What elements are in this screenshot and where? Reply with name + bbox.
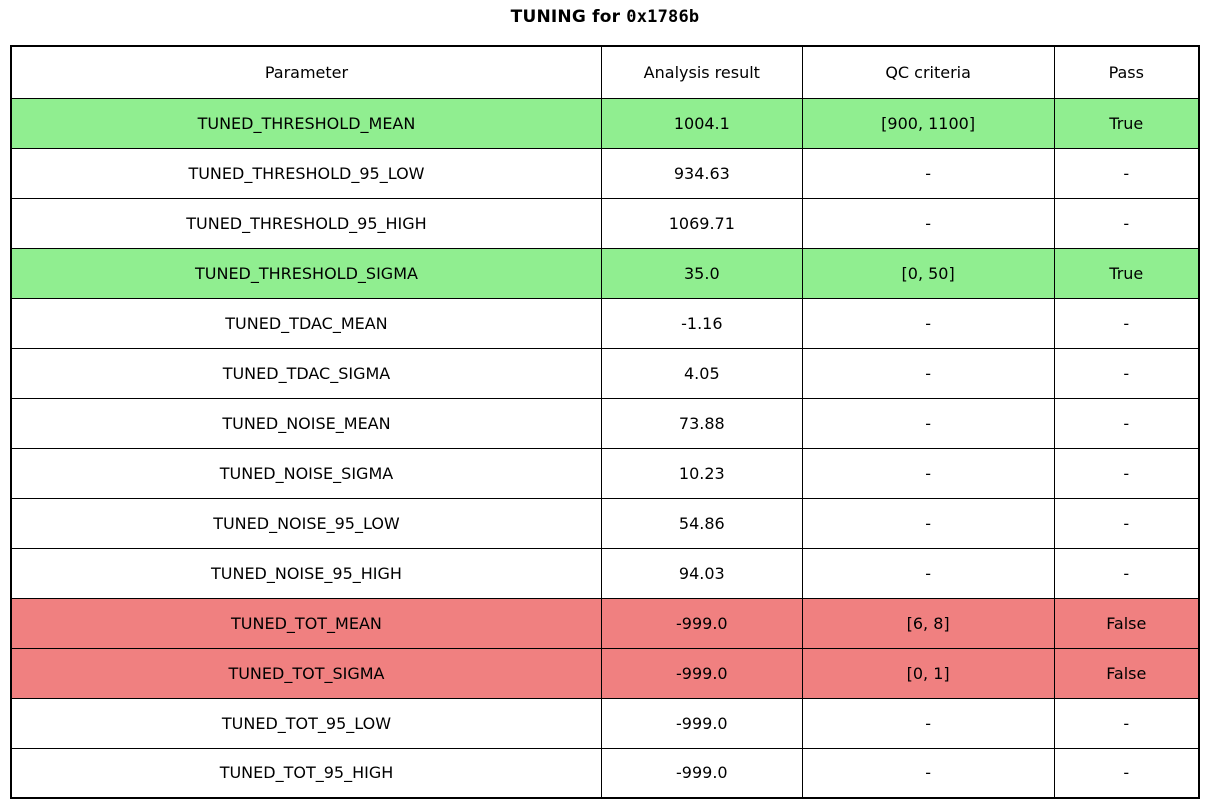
parameter-cell: TUNED_THRESHOLD_SIGMA xyxy=(10,247,602,299)
table-row: TUNED_NOISE_SIGMA 10.23- - xyxy=(10,447,1200,499)
pass-cell: - xyxy=(1053,447,1200,499)
parameter-cell: TUNED_TDAC_MEAN xyxy=(10,297,602,349)
table-row: TUNED_THRESHOLD_MEAN 1004.1 [900, 1100] Tru… xyxy=(10,97,1200,149)
parameter-cell: TUNED_TOT_MEAN xyxy=(10,597,602,649)
qc-criteria-cell: [0, 50] xyxy=(801,247,1055,299)
qc-criteria-cell: - xyxy=(801,297,1055,349)
table-row: TUNED_TOT_95_LOW -999.0- - xyxy=(10,697,1200,749)
chip-id: 0x1786b xyxy=(626,7,700,27)
qc-criteria-cell: [900, 1100] xyxy=(801,97,1055,149)
pass-cell: True xyxy=(1053,97,1200,149)
table-row: TUNED_TDAC_MEAN -1.16- - xyxy=(10,297,1200,349)
table-row: TUNED_TOT_95_HIGH -999.0- - xyxy=(10,747,1200,799)
qc-criteria-cell: [0, 1] xyxy=(801,647,1055,699)
column-header-parameter: Parameter xyxy=(10,45,602,99)
parameter-cell: TUNED_NOISE_95_HIGH xyxy=(10,547,602,599)
pass-cell: - xyxy=(1053,297,1200,349)
qc-criteria-cell: - xyxy=(801,397,1055,449)
analysis-result-cell: 10.23 xyxy=(600,447,803,499)
qc-results-table: Parameter Analysis result QC criteria Pa… xyxy=(10,45,1200,799)
pass-cell: False xyxy=(1053,597,1200,649)
table-row: TUNED_NOISE_MEAN 73.88- - xyxy=(10,397,1200,449)
analysis-result-cell: 35.0 xyxy=(600,247,803,299)
pass-cell: True xyxy=(1053,247,1200,299)
analysis-result-cell: 4.05 xyxy=(600,347,803,399)
parameter-cell: TUNED_NOISE_SIGMA xyxy=(10,447,602,499)
pass-cell: - xyxy=(1053,147,1200,199)
analysis-result-cell: -1.16 xyxy=(600,297,803,349)
parameter-cell: TUNED_TDAC_SIGMA xyxy=(10,347,602,399)
column-header-analysis-result: Analysis result xyxy=(600,45,803,99)
analysis-result-cell: -999.0 xyxy=(600,747,803,799)
pass-cell: - xyxy=(1053,497,1200,549)
qc-criteria-cell: - xyxy=(801,347,1055,399)
table-row: TUNED_TOT_SIGMA -999.0 [0, 1] False xyxy=(10,647,1200,699)
analysis-result-cell: 1069.71 xyxy=(600,197,803,249)
pass-cell: - xyxy=(1053,747,1200,799)
parameter-cell: TUNED_THRESHOLD_95_LOW xyxy=(10,147,602,199)
pass-cell: False xyxy=(1053,647,1200,699)
table-row: TUNED_NOISE_95_LOW 54.86- - xyxy=(10,497,1200,549)
header-row: Parameter Analysis result QC criteria Pa… xyxy=(10,45,1200,99)
analysis-result-cell: -999.0 xyxy=(600,647,803,699)
qc-criteria-cell: - xyxy=(801,197,1055,249)
analysis-result-cell: 1004.1 xyxy=(600,97,803,149)
table-row: TUNED_THRESHOLD_95_LOW 934.63- - xyxy=(10,147,1200,199)
table-header: Parameter Analysis result QC criteria Pa… xyxy=(10,45,1200,99)
table-row: TUNED_THRESHOLD_95_HIGH 1069.71- - xyxy=(10,197,1200,249)
parameter-cell: TUNED_TOT_SIGMA xyxy=(10,647,602,699)
table-body: TUNED_THRESHOLD_MEAN 1004.1 [900, 1100] Tru… xyxy=(10,97,1200,799)
analysis-result-cell: 94.03 xyxy=(600,547,803,599)
page-title: TUNING for 0x1786b xyxy=(10,7,1200,27)
table-row: TUNED_TOT_MEAN -999.0 [6, 8] False xyxy=(10,597,1200,649)
qc-criteria-cell: - xyxy=(801,697,1055,749)
qc-criteria-cell: - xyxy=(801,747,1055,799)
parameter-cell: TUNED_NOISE_95_LOW xyxy=(10,497,602,549)
table-row: TUNED_THRESHOLD_SIGMA 35.0 [0, 50] True xyxy=(10,247,1200,299)
title-prefix: TUNING for xyxy=(510,7,627,27)
analysis-result-cell: 934.63 xyxy=(600,147,803,199)
pass-cell: - xyxy=(1053,197,1200,249)
pass-cell: - xyxy=(1053,347,1200,399)
table-row: TUNED_NOISE_95_HIGH 94.03- - xyxy=(10,547,1200,599)
analysis-result-cell: 54.86 xyxy=(600,497,803,549)
parameter-cell: TUNED_TOT_95_HIGH xyxy=(10,747,602,799)
analysis-result-cell: -999.0 xyxy=(600,697,803,749)
qc-criteria-cell: - xyxy=(801,447,1055,499)
table-row: TUNED_TDAC_SIGMA 4.05- - xyxy=(10,347,1200,399)
analysis-result-cell: 73.88 xyxy=(600,397,803,449)
parameter-cell: TUNED_THRESHOLD_95_HIGH xyxy=(10,197,602,249)
column-header-pass: Pass xyxy=(1053,45,1200,99)
qc-criteria-cell: - xyxy=(801,147,1055,199)
column-header-qc-criteria: QC criteria xyxy=(801,45,1055,99)
qc-criteria-cell: - xyxy=(801,497,1055,549)
pass-cell: - xyxy=(1053,547,1200,599)
parameter-cell: TUNED_NOISE_MEAN xyxy=(10,397,602,449)
pass-cell: - xyxy=(1053,697,1200,749)
analysis-result-cell: -999.0 xyxy=(600,597,803,649)
qc-criteria-cell: - xyxy=(801,547,1055,599)
qc-criteria-cell: [6, 8] xyxy=(801,597,1055,649)
pass-cell: - xyxy=(1053,397,1200,449)
parameter-cell: TUNED_TOT_95_LOW xyxy=(10,697,602,749)
parameter-cell: TUNED_THRESHOLD_MEAN xyxy=(10,97,602,149)
